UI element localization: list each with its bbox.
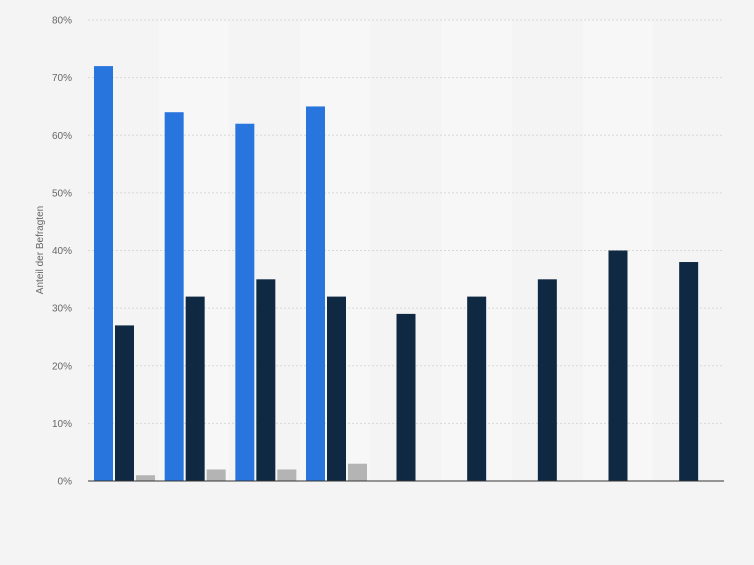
bar[interactable]: [348, 463, 367, 481]
bar[interactable]: [185, 296, 205, 481]
bar[interactable]: [608, 250, 628, 482]
y-tick-label: 30%: [52, 304, 72, 315]
y-tick-label: 20%: [52, 361, 72, 372]
bar[interactable]: [537, 279, 557, 481]
bar[interactable]: [256, 279, 276, 481]
bar[interactable]: [136, 475, 155, 481]
bar[interactable]: [206, 469, 226, 481]
y-tick-label: 70%: [52, 73, 72, 84]
bar[interactable]: [679, 262, 699, 481]
bar[interactable]: [277, 469, 297, 481]
y-axis-ticks: 0% 10% 20% 30% 40% 50% 60% 70% 80%: [52, 16, 72, 488]
bar[interactable]: [467, 296, 487, 481]
y-tick-label: 80%: [52, 16, 72, 27]
y-tick-label: 50%: [52, 188, 72, 199]
bar[interactable]: [115, 325, 134, 481]
bar[interactable]: [235, 123, 255, 481]
y-tick-label: 10%: [52, 419, 72, 430]
bar[interactable]: [164, 112, 184, 481]
y-axis-title: Anteil der Befragten: [35, 206, 46, 294]
y-tick-label: 40%: [52, 246, 72, 257]
bars: [94, 66, 699, 482]
y-tick-label: 0%: [58, 477, 73, 488]
bar[interactable]: [306, 106, 325, 481]
bar[interactable]: [327, 296, 346, 481]
y-tick-label: 60%: [52, 131, 72, 142]
bar[interactable]: [396, 313, 416, 481]
bar[interactable]: [94, 66, 113, 481]
